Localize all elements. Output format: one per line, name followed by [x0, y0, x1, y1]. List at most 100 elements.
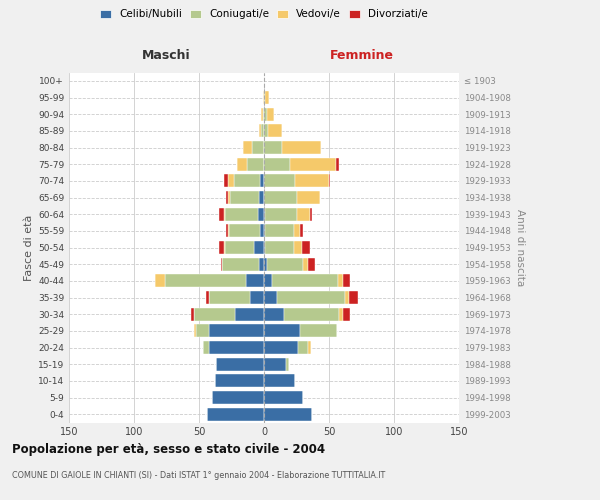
Bar: [264, 308, 284, 320]
Bar: [264, 258, 266, 270]
Bar: [290, 158, 335, 170]
Bar: [223, 258, 259, 270]
Bar: [218, 241, 224, 254]
Bar: [296, 208, 310, 220]
Bar: [295, 174, 329, 188]
Bar: [247, 158, 264, 170]
Bar: [301, 224, 303, 237]
Bar: [265, 208, 296, 220]
Bar: [257, 208, 264, 220]
Bar: [229, 224, 260, 237]
Y-axis label: Fasce di età: Fasce di età: [24, 214, 34, 280]
Bar: [196, 324, 209, 338]
Bar: [265, 241, 294, 254]
Bar: [263, 108, 264, 120]
Bar: [264, 391, 303, 404]
Bar: [224, 208, 225, 220]
Bar: [344, 291, 349, 304]
Bar: [209, 341, 264, 354]
Bar: [266, 108, 274, 120]
Bar: [264, 374, 295, 388]
Bar: [264, 291, 277, 304]
Bar: [265, 224, 294, 237]
Bar: [264, 324, 301, 338]
Bar: [224, 241, 225, 254]
Bar: [264, 124, 268, 138]
Bar: [303, 258, 308, 270]
Bar: [272, 274, 338, 287]
Bar: [262, 124, 264, 138]
Bar: [264, 241, 265, 254]
Bar: [264, 158, 290, 170]
Bar: [203, 341, 209, 354]
Bar: [226, 224, 227, 237]
Bar: [277, 291, 344, 304]
Bar: [194, 324, 196, 338]
Bar: [212, 391, 264, 404]
Bar: [191, 308, 194, 320]
Bar: [260, 224, 264, 237]
Bar: [225, 208, 257, 220]
Bar: [226, 191, 227, 204]
Bar: [294, 241, 302, 254]
Bar: [207, 408, 264, 420]
Bar: [296, 191, 320, 204]
Bar: [209, 291, 250, 304]
Bar: [329, 174, 331, 188]
Bar: [343, 308, 350, 320]
Bar: [253, 141, 264, 154]
Bar: [155, 274, 165, 287]
Bar: [264, 358, 286, 370]
Bar: [310, 208, 312, 220]
Bar: [264, 274, 272, 287]
Bar: [264, 191, 296, 204]
Bar: [302, 241, 310, 254]
Bar: [264, 174, 295, 188]
Bar: [165, 274, 246, 287]
Bar: [264, 108, 266, 120]
Bar: [259, 124, 262, 138]
Bar: [227, 174, 234, 188]
Bar: [264, 91, 265, 104]
Bar: [209, 324, 264, 338]
Bar: [264, 341, 298, 354]
Bar: [194, 308, 235, 320]
Bar: [266, 258, 303, 270]
Bar: [264, 408, 312, 420]
Bar: [298, 341, 308, 354]
Text: Popolazione per età, sesso e stato civile - 2004: Popolazione per età, sesso e stato civil…: [12, 442, 325, 456]
Bar: [234, 174, 260, 188]
Bar: [262, 108, 263, 120]
Bar: [236, 158, 247, 170]
Y-axis label: Anni di nascita: Anni di nascita: [515, 209, 524, 286]
Bar: [343, 274, 350, 287]
Bar: [250, 291, 264, 304]
Bar: [349, 291, 358, 304]
Bar: [268, 124, 282, 138]
Legend: Celibi/Nubili, Coniugati/e, Vedovi/e, Divorziati/e: Celibi/Nubili, Coniugati/e, Vedovi/e, Di…: [96, 5, 432, 24]
Bar: [227, 191, 230, 204]
Bar: [335, 158, 340, 170]
Bar: [308, 258, 314, 270]
Bar: [265, 91, 269, 104]
Bar: [205, 291, 209, 304]
Bar: [264, 224, 265, 237]
Text: COMUNE DI GAIOLE IN CHIANTI (SI) - Dati ISTAT 1° gennaio 2004 - Elaborazione TUT: COMUNE DI GAIOLE IN CHIANTI (SI) - Dati …: [12, 471, 385, 480]
Bar: [264, 141, 282, 154]
Bar: [221, 258, 223, 270]
Bar: [294, 224, 301, 237]
Bar: [338, 274, 343, 287]
Bar: [224, 174, 227, 188]
Bar: [254, 241, 264, 254]
Bar: [243, 141, 253, 154]
Bar: [215, 374, 264, 388]
Text: Maschi: Maschi: [142, 48, 191, 62]
Bar: [284, 308, 340, 320]
Bar: [282, 141, 321, 154]
Bar: [227, 224, 229, 237]
Bar: [246, 274, 264, 287]
Bar: [235, 308, 264, 320]
Bar: [230, 191, 259, 204]
Text: Femmine: Femmine: [329, 48, 394, 62]
Bar: [259, 258, 264, 270]
